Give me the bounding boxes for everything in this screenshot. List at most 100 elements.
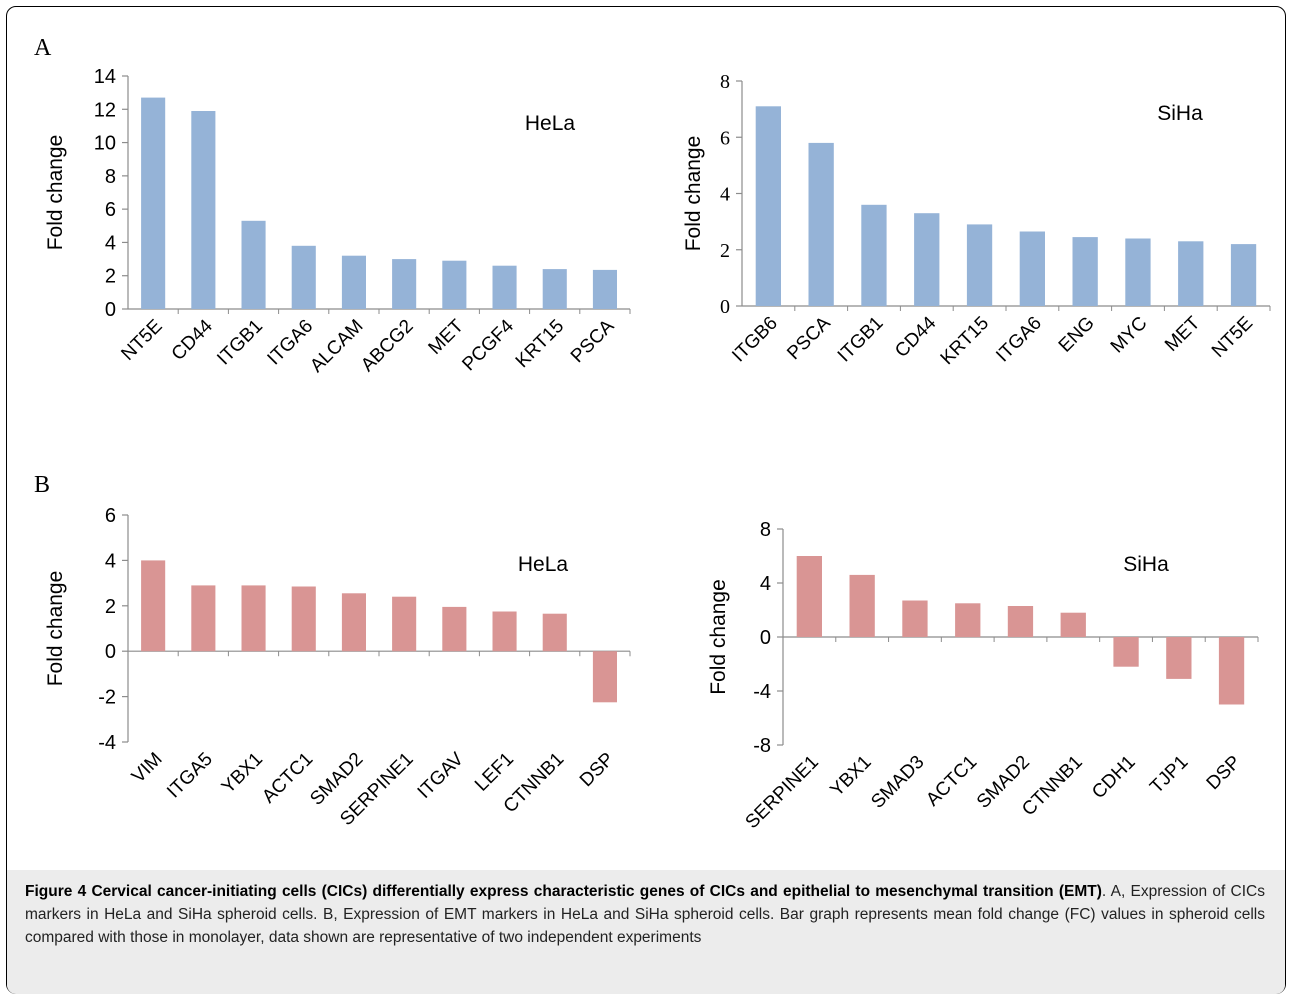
chart-3-bar-ybx1 bbox=[241, 585, 266, 652]
chart-4-category-label: YBX1 bbox=[826, 752, 875, 801]
chart-1-y-tick-label: 6 bbox=[105, 199, 116, 221]
caption-body: . A, Expression of CICs markers in HeLa … bbox=[25, 883, 1265, 946]
chart-2-y-label: Fold change bbox=[682, 136, 705, 252]
chart-3-bar-serpine1 bbox=[392, 596, 417, 652]
chart-1-bar-krt15 bbox=[542, 269, 567, 309]
caption-title: Figure 4 Cervical cancer-initiating cell… bbox=[25, 883, 1102, 900]
chart-4-category-label: SMAD3 bbox=[867, 752, 928, 813]
chart-1-category-label: PCGF4 bbox=[458, 315, 518, 375]
chart-2-category-label: KRT15 bbox=[937, 313, 993, 369]
chart-4-category-label: ACTC1 bbox=[922, 752, 981, 811]
chart-1-bar-itgb1 bbox=[241, 220, 266, 309]
chart-1-y-tick-label: 8 bbox=[105, 166, 116, 188]
chart-4-y-tick-label: 4 bbox=[760, 573, 771, 595]
chart-4-y-label: Fold change bbox=[707, 579, 730, 695]
chart-2-category-label: ITGB1 bbox=[834, 313, 888, 367]
chart-3-bar-itga5 bbox=[191, 585, 216, 652]
chart-3-category-label: ITGA5 bbox=[163, 749, 217, 803]
chart-1-bar-itga6 bbox=[291, 245, 316, 309]
chart-3-y-tick-label: -4 bbox=[98, 732, 116, 754]
chart-3-y-label: Fold change bbox=[44, 571, 67, 687]
chart-2-category-label: MYC bbox=[1107, 313, 1152, 358]
chart-1-y-tick-label: 4 bbox=[105, 232, 116, 254]
chart-1-bar-alcam bbox=[341, 255, 366, 309]
chart-2-bar-krt15 bbox=[966, 224, 993, 306]
chart-1-category-label: KRT15 bbox=[512, 316, 568, 372]
chart-3-y-tick-label: -2 bbox=[98, 687, 116, 709]
chart-2-bar-itgb1 bbox=[861, 204, 887, 307]
chart-4-category-label: CDH1 bbox=[1088, 752, 1139, 803]
chart-3-y-tick-label: 2 bbox=[105, 596, 116, 618]
chart-3-category-label: VIM bbox=[128, 749, 167, 788]
chart-1-y-tick-label: 12 bbox=[94, 99, 116, 121]
panel-label-a: A bbox=[34, 35, 52, 61]
chart-3-bar-dsp bbox=[592, 651, 617, 703]
chart-3-bar-lef1 bbox=[492, 611, 517, 652]
chart-1-category-label: ABCG2 bbox=[357, 316, 417, 376]
chart-3-bar-vim bbox=[141, 560, 166, 652]
chart-1-bar-pcgf4 bbox=[492, 265, 517, 309]
chart-1-title: HeLa bbox=[525, 112, 576, 135]
chart-1-category-label: ITGB1 bbox=[213, 316, 267, 370]
chart-2-category-label: NT5E bbox=[1208, 313, 1257, 362]
chart-4-bar-cdh1 bbox=[1113, 637, 1139, 667]
chart-4-y-tick-label: -8 bbox=[753, 735, 771, 757]
chart-3-category-label: ACTC1 bbox=[258, 749, 317, 808]
chart-1-category-label: CD44 bbox=[168, 315, 218, 365]
chart-2-bar-cd44 bbox=[914, 213, 940, 306]
chart-2-y-tick-label: 0 bbox=[720, 296, 730, 318]
chart-1-y-tick-label: 2 bbox=[105, 266, 116, 288]
chart-1-y-tick-label: 10 bbox=[94, 133, 116, 155]
chart-2-title: SiHa bbox=[1157, 102, 1203, 125]
chart-2-y-tick-label: 4 bbox=[720, 184, 730, 206]
chart-4-bar-tjp1 bbox=[1166, 637, 1192, 679]
panel-label-b: B bbox=[34, 472, 50, 498]
chart-4-category-label: SERPINE1 bbox=[742, 752, 823, 833]
chart-2-bar-myc bbox=[1125, 238, 1151, 306]
chart-1-y-tick-label: 14 bbox=[94, 66, 116, 88]
chart-4-bar-ctnnb1 bbox=[1060, 612, 1086, 637]
chart-1-category-label: PSCA bbox=[567, 315, 619, 367]
chart-3-category-label: ITGAV bbox=[414, 748, 468, 802]
chart-1-bar-psca bbox=[592, 269, 617, 309]
chart-2-category-label: ITGA6 bbox=[992, 313, 1046, 367]
chart-2-bar-nt5e bbox=[1230, 244, 1257, 306]
chart-1-bar-nt5e bbox=[141, 97, 166, 309]
chart-2-category-label: MET bbox=[1161, 312, 1204, 355]
chart-3-y-tick-label: 6 bbox=[105, 505, 116, 527]
chart-3-category-label: DSP bbox=[576, 749, 618, 791]
chart-1-category-label: NT5E bbox=[117, 316, 166, 365]
chart-4-y-tick-label: 0 bbox=[760, 627, 771, 649]
chart-1-category-label: ALCAM bbox=[306, 316, 367, 377]
chart-4-category-label: DSP bbox=[1203, 752, 1245, 794]
chart-1-bar-cd44 bbox=[191, 111, 216, 309]
chart-4-y-tick-label: 8 bbox=[760, 519, 771, 541]
chart-1-y-label: Fold change bbox=[44, 135, 67, 251]
chart-1-bar-abcg2 bbox=[392, 259, 417, 309]
chart-3-title: HeLa bbox=[518, 553, 569, 576]
chart-4-bar-smad2 bbox=[1007, 606, 1034, 637]
chart-2-y-tick-label: 8 bbox=[720, 71, 730, 93]
chart-2-bar-met bbox=[1178, 241, 1204, 306]
chart-4-bar-dsp bbox=[1218, 637, 1245, 705]
chart-2-bar-itgb6 bbox=[755, 106, 781, 306]
chart-2-category-label: CD44 bbox=[891, 312, 941, 362]
chart-3-category-label: LEF1 bbox=[471, 749, 518, 796]
figure-frame bbox=[6, 6, 1286, 994]
chart-4-bar-serpine1 bbox=[796, 556, 822, 637]
chart-1-bar-met bbox=[442, 260, 467, 309]
chart-3-bar-smad2 bbox=[341, 593, 366, 652]
chart-4-bar-smad3 bbox=[902, 600, 928, 637]
chart-4-y-tick-label: -4 bbox=[753, 681, 771, 703]
chart-2-category-label: ENG bbox=[1055, 313, 1099, 357]
chart-2-category-label: ITGB6 bbox=[728, 313, 782, 367]
chart-2-y-tick-label: 2 bbox=[720, 240, 730, 262]
chart-4-bar-ybx1 bbox=[849, 574, 875, 637]
chart-2-category-label: PSCA bbox=[783, 312, 835, 364]
chart-2-bar-psca bbox=[808, 142, 834, 306]
chart-3-bar-actc1 bbox=[291, 586, 316, 652]
chart-2-y-tick-label: 6 bbox=[720, 127, 730, 149]
chart-2-bar-itga6 bbox=[1019, 231, 1045, 306]
chart-2-bar-eng bbox=[1072, 237, 1098, 306]
